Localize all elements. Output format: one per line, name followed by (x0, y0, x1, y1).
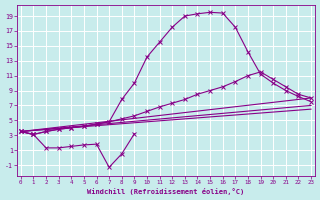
X-axis label: Windchill (Refroidissement éolien,°C): Windchill (Refroidissement éolien,°C) (87, 188, 244, 195)
